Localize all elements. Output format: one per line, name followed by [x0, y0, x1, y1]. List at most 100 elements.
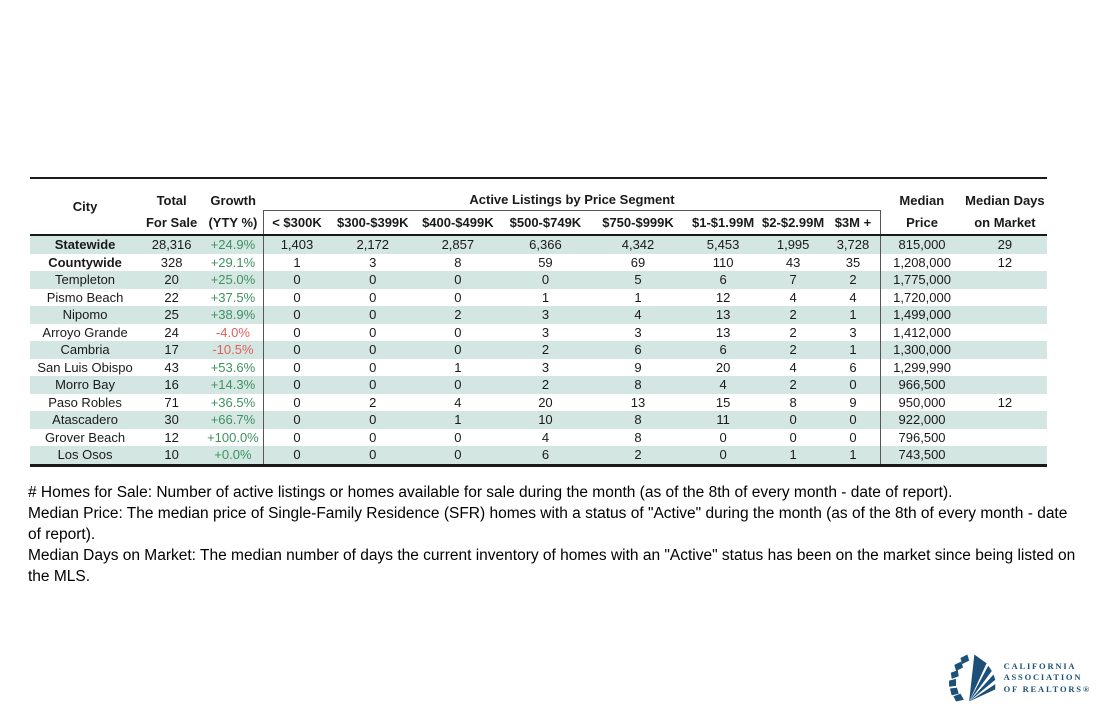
- segment-cell: 6,366: [529, 237, 562, 253]
- table-row: Morro Bay 16 +14.3% 0 0 0 2 8 4 2 0 966,500: [30, 376, 1047, 394]
- segment-cell: 4: [789, 289, 797, 305]
- median-days-cell: [963, 306, 1047, 324]
- total-cell: 30: [164, 412, 179, 428]
- table-row: Atascadero 30 +66.7% 0 0 1 10 8 11 0 0 922,000: [30, 411, 1047, 429]
- segment-cell: 20: [538, 394, 553, 410]
- city-cell: Nipomo: [62, 307, 108, 323]
- median-days-cell: [963, 446, 1047, 465]
- median-price-cell: 1,208,000: [880, 253, 963, 271]
- table-body: Statewide 28,316 +24.9% 1,403 2,172 2,857 6,36…: [30, 235, 1047, 465]
- median-price-cell: 796,500: [880, 428, 963, 446]
- segment-cell: 35: [845, 254, 861, 270]
- growth-cell: +37.5%: [210, 289, 256, 305]
- segment-cell: 8: [634, 377, 642, 393]
- header-row-2: For Sale (YTY %) < $300K $300-$399K $400…: [30, 210, 1047, 235]
- segment-cell: 2: [849, 272, 857, 288]
- segment-cell: 0: [849, 412, 857, 428]
- growth-cell: -10.5%: [212, 342, 254, 358]
- segment-cell: 0: [369, 359, 377, 375]
- footnote-median-days: Median Days on Market: The median number…: [28, 547, 1076, 585]
- total-cell: 25: [164, 307, 179, 323]
- table-row: Arroyo Grande 24 -4.0% 0 0 0 3 3 13 2 3 1,412,000: [30, 323, 1047, 341]
- col-header-segment-3m-plus: $3M +: [834, 215, 872, 230]
- median-days-cell: 12: [997, 394, 1013, 410]
- segment-cell: 110: [712, 254, 734, 270]
- segment-cell: 0: [262, 271, 331, 289]
- segment-cell: 0: [262, 341, 331, 359]
- segment-cell: 1: [849, 447, 857, 463]
- col-header-segment-1-1.99m: $1-$1.99M: [692, 215, 755, 230]
- growth-cell: +100.0%: [207, 429, 259, 445]
- segment-cell: 13: [715, 324, 731, 340]
- median-price-cell: 922,000: [880, 411, 963, 429]
- segment-cell: 1: [789, 447, 797, 463]
- col-header-city: City: [72, 199, 98, 214]
- segment-cell: 2: [789, 377, 797, 393]
- segment-cell: 0: [262, 306, 331, 324]
- col-header-segment-2-2.99m: $2-$2.99M: [762, 215, 825, 230]
- median-days-cell: 29: [997, 237, 1013, 253]
- median-days-cell: [963, 271, 1047, 289]
- segment-cell: 2: [454, 307, 462, 323]
- col-header-segment-under-300k: < $300K: [262, 210, 331, 235]
- segment-cell: 4: [454, 394, 462, 410]
- segment-cell: 0: [454, 289, 462, 305]
- growth-cell: +14.3%: [210, 377, 256, 393]
- col-header-on-market: on Market: [974, 214, 1036, 230]
- segment-cell: 0: [369, 412, 377, 428]
- city-cell: Paso Robles: [48, 394, 122, 410]
- segment-cell: 2: [541, 342, 550, 358]
- car-logo-line-1: CALIFORNIA: [1003, 660, 1077, 671]
- footnote-median-price: Median Price: The median price of Single…: [28, 505, 1068, 543]
- segment-cell: 1: [454, 359, 462, 375]
- segment-cell: 0: [369, 272, 377, 288]
- car-logo-line-3: OF REALTORS®: [1003, 683, 1091, 694]
- median-days-cell: [963, 341, 1047, 359]
- total-cell: 20: [164, 272, 179, 288]
- segment-cell: 1: [849, 342, 857, 358]
- segment-cell: 11: [716, 412, 730, 428]
- car-logo-icon: [943, 652, 997, 704]
- segment-cell: 9: [634, 359, 642, 375]
- growth-cell: -4.0%: [215, 324, 250, 340]
- total-cell: 43: [164, 359, 179, 375]
- col-header-for-sale: For Sale: [145, 214, 198, 230]
- segment-cell: 1: [262, 253, 331, 271]
- car-logo-line-2: ASSOCIATION: [1003, 672, 1083, 683]
- col-header-segment-750-999k: $750-$999K: [602, 215, 674, 230]
- table-row: Paso Robles 71 +36.5% 0 2 4 20 13 15 8 9 950,000 12: [30, 393, 1047, 411]
- header-row-1: City Total Growth Active Listings by Pri…: [30, 178, 1047, 213]
- segment-cell: 3: [849, 324, 857, 340]
- segment-cell: 6: [719, 272, 727, 288]
- active-listings-table: City Total Growth Active Listings by Pri…: [30, 177, 1047, 467]
- city-cell: Pismo Beach: [46, 289, 124, 305]
- city-cell: Morro Bay: [55, 377, 116, 393]
- growth-cell: +66.7%: [210, 412, 256, 428]
- col-header-growth: Growth: [210, 192, 256, 208]
- col-header-yty: (YTY %): [208, 214, 258, 230]
- segment-cell: 0: [369, 342, 377, 358]
- segment-cell: 69: [630, 254, 646, 270]
- growth-cell: +24.9%: [210, 237, 256, 253]
- segment-cell: 2: [789, 307, 797, 323]
- footnote-homes-for-sale: # Homes for Sale: Number of active listi…: [28, 484, 953, 501]
- segment-cell: 6: [719, 342, 727, 358]
- segment-cell: 0: [262, 428, 331, 446]
- segment-cell: 0: [719, 429, 727, 445]
- growth-cell: +38.9%: [210, 307, 256, 323]
- segment-cell: 7: [789, 272, 797, 288]
- segment-cell: 1: [541, 289, 550, 305]
- growth-cell: +25.0%: [210, 272, 256, 288]
- segment-cell: 2,172: [356, 237, 390, 253]
- col-header-total: Total: [156, 192, 187, 208]
- segment-cell: 0: [262, 446, 331, 465]
- segment-cell: 0: [262, 376, 331, 394]
- col-header-segment-300-399k: $300-$399K: [336, 215, 409, 230]
- median-price-cell: 1,775,000: [880, 271, 963, 289]
- table-row: Los Osos 10 +0.0% 0 0 0 6 2 0 1 1 743,500: [30, 446, 1047, 465]
- segment-cell: 12: [715, 289, 731, 305]
- median-price-cell: 1,300,000: [880, 341, 963, 359]
- segment-cell: 0: [262, 358, 331, 376]
- city-cell: Templeton: [55, 272, 116, 288]
- median-price-cell: 950,000: [880, 393, 963, 411]
